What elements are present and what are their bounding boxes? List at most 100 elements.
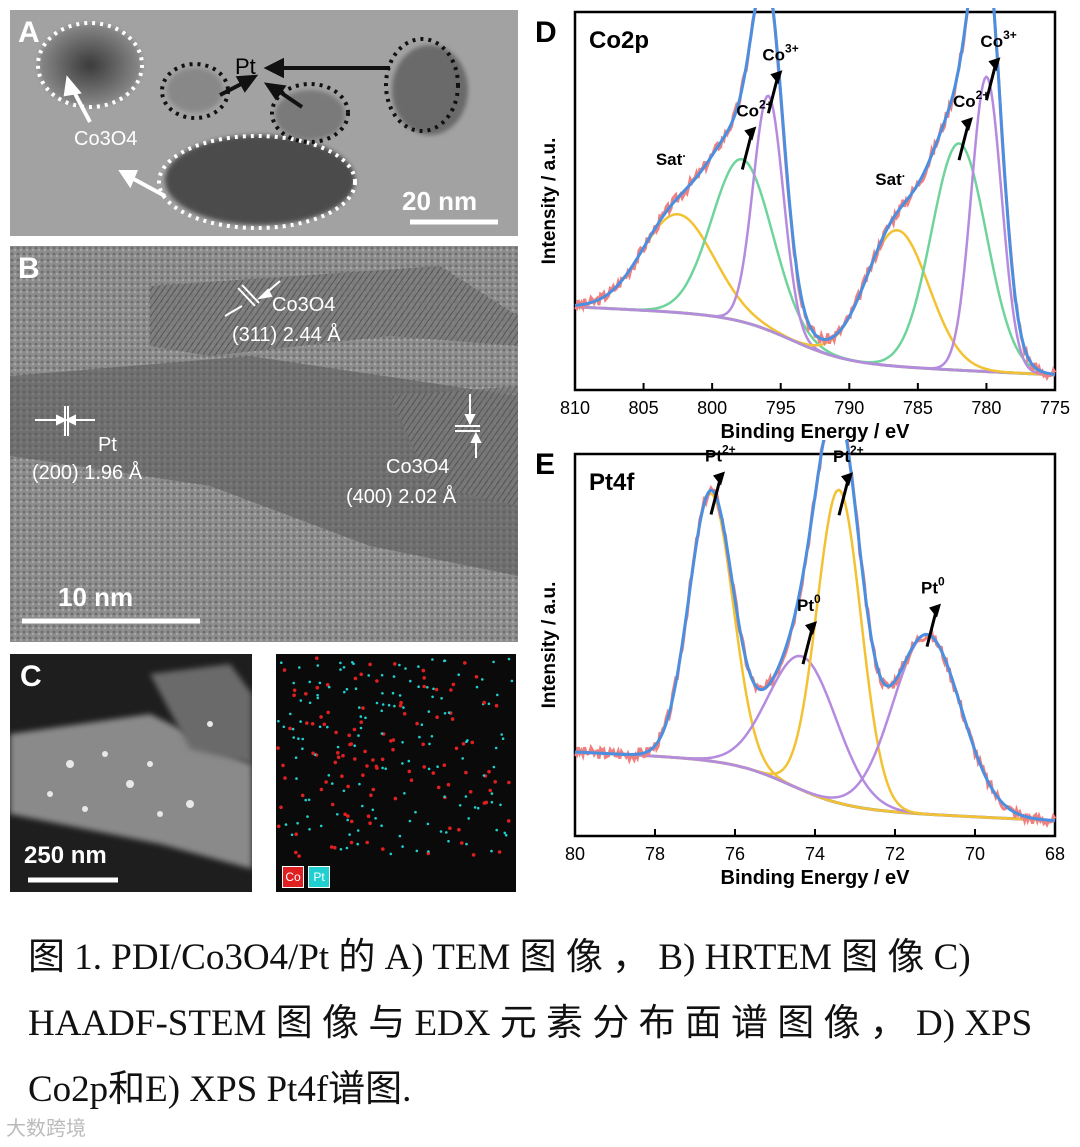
- edx-pt-dot: [392, 675, 396, 678]
- edx-pt-dot: [308, 701, 312, 705]
- edx-co-dot: [359, 672, 363, 677]
- peak-annotation: Co3+: [980, 28, 1016, 51]
- edx-pt-dot: [445, 831, 448, 834]
- edx-co-dot: [399, 700, 403, 705]
- edx-pt-dot: [500, 733, 503, 736]
- edx-pt-dot: [401, 762, 404, 765]
- plot-frame: [573, 10, 1057, 392]
- edx-pt-dot: [431, 658, 434, 661]
- edx-pt-dot: [299, 699, 303, 702]
- x-tick-label: 805: [629, 398, 659, 418]
- edx-legend-co-text: Co: [285, 870, 301, 884]
- peak-annotation: Pt2+: [705, 442, 736, 465]
- edx-pt-dot: [420, 723, 424, 726]
- edx-pt-dot: [510, 679, 514, 683]
- edx-co-dot: [374, 764, 379, 769]
- edx-co-dot: [315, 656, 319, 660]
- edx-co-dot: [470, 740, 475, 745]
- edx-pt-dot: [465, 740, 468, 743]
- edx-pt-dot: [380, 824, 383, 827]
- edx-pt-dot: [295, 777, 298, 780]
- edx-co-dot: [310, 722, 315, 726]
- edx-pt-dot: [381, 692, 384, 695]
- x-tick-label: 800: [697, 398, 727, 418]
- edx-co-dot: [288, 726, 292, 731]
- edx-co-dot: [341, 753, 345, 758]
- edx-pt-dot: [427, 767, 431, 771]
- edx-co-dot: [359, 720, 363, 724]
- edx-pt-dot: [398, 663, 401, 667]
- edx-co-dot: [365, 764, 369, 768]
- edx-co-dot: [460, 841, 464, 845]
- edx-co-dot: [276, 746, 280, 750]
- edx-co-dot: [294, 850, 298, 855]
- edx-co-dot: [304, 692, 308, 696]
- edx-co-dot: [402, 712, 407, 716]
- x-axis-label: Binding Energy / eV: [721, 867, 911, 889]
- edx-co-dot: [468, 790, 473, 794]
- edx-pt-dot: [356, 842, 359, 846]
- annotation-arrowhead: [805, 621, 817, 636]
- edx-pt-dot: [339, 661, 342, 665]
- edx-pt-dot: [316, 664, 320, 667]
- co3o4-label-a: Co3O4: [74, 128, 138, 150]
- panel-d-xps-co2p: D Co2p 810 805 800 795 790 785 780 775 Binding En…: [535, 0, 1075, 458]
- edx-pt-dot: [284, 823, 288, 826]
- edx-co-dot: [454, 746, 459, 751]
- edx-co-dot: [471, 853, 476, 857]
- edx-co-dot: [276, 824, 281, 829]
- x-tick-label: 68: [1045, 844, 1065, 864]
- haadf-micrograph: [10, 654, 252, 892]
- edx-pt-dot: [476, 806, 480, 810]
- panel-b-hrtem-image: B Co3O4 (311) 2.44 Å Pt (200) 1.96 Å Co3…: [10, 246, 518, 642]
- edx-co-dot: [336, 755, 341, 760]
- edx-pt-dot: [346, 818, 349, 822]
- figure-caption: 图 1. PDI/Co3O4/Pt 的 A) TEM 图 像 ， B) HRTE…: [28, 925, 1058, 1123]
- edx-pt-dot: [356, 829, 360, 832]
- edx-co-dot: [487, 769, 491, 774]
- edx-co-dot: [281, 763, 285, 768]
- edx-co-dot: [371, 758, 375, 762]
- edx-pt-dot: [464, 795, 468, 798]
- background-line: [574, 750, 1056, 823]
- edx-pt-dot: [327, 685, 331, 689]
- edx-co-dot: [311, 751, 315, 756]
- edx-co-dot: [464, 770, 468, 775]
- edx-pt-dot: [418, 735, 421, 739]
- edx-pt-dot: [458, 804, 462, 807]
- edx-pt-dot: [492, 660, 495, 664]
- annotation-arrowhead: [961, 117, 973, 132]
- edx-co-dot: [461, 742, 466, 746]
- edx-co-dot: [371, 787, 376, 792]
- edx-pt-dot: [415, 849, 419, 853]
- edx-co-dot: [322, 722, 327, 727]
- edx-pt-dot: [407, 759, 411, 763]
- edx-pt-dot: [398, 694, 402, 697]
- edx-pt-dot: [343, 690, 346, 694]
- edx-pt-dot: [428, 742, 431, 746]
- edx-pt-dot: [404, 667, 407, 670]
- edx-co-dot: [349, 840, 354, 845]
- edx-pt-dot: [336, 745, 340, 749]
- y-axis-label: Intensity / a.u.: [539, 138, 560, 265]
- edx-pt-dot: [457, 673, 460, 676]
- edx-pt-dot: [289, 712, 292, 716]
- edx-pt-dot: [473, 806, 477, 809]
- edx-pt-dot: [391, 691, 395, 695]
- annotation-arrowhead: [841, 472, 853, 487]
- x-axis-label: Binding Energy / eV: [721, 421, 911, 443]
- hrtem-micrograph: [10, 246, 518, 642]
- edx-pt-dot: [443, 712, 447, 715]
- edx-pt-dot: [490, 849, 493, 853]
- edx-pt-dot: [380, 732, 384, 735]
- edx-pt-dot: [282, 725, 286, 729]
- edx-co-dot: [319, 715, 323, 719]
- envelope-line: [574, 0, 1056, 376]
- chart-title: Pt4f: [589, 469, 635, 496]
- edx-legend-pt: Pt: [308, 866, 330, 888]
- edx-co-dot: [324, 780, 328, 784]
- x-tick-label: 775: [1040, 398, 1070, 418]
- edx-pt-dot: [427, 710, 431, 713]
- edx-co-dot: [457, 827, 461, 832]
- edx-co-dot: [507, 780, 511, 785]
